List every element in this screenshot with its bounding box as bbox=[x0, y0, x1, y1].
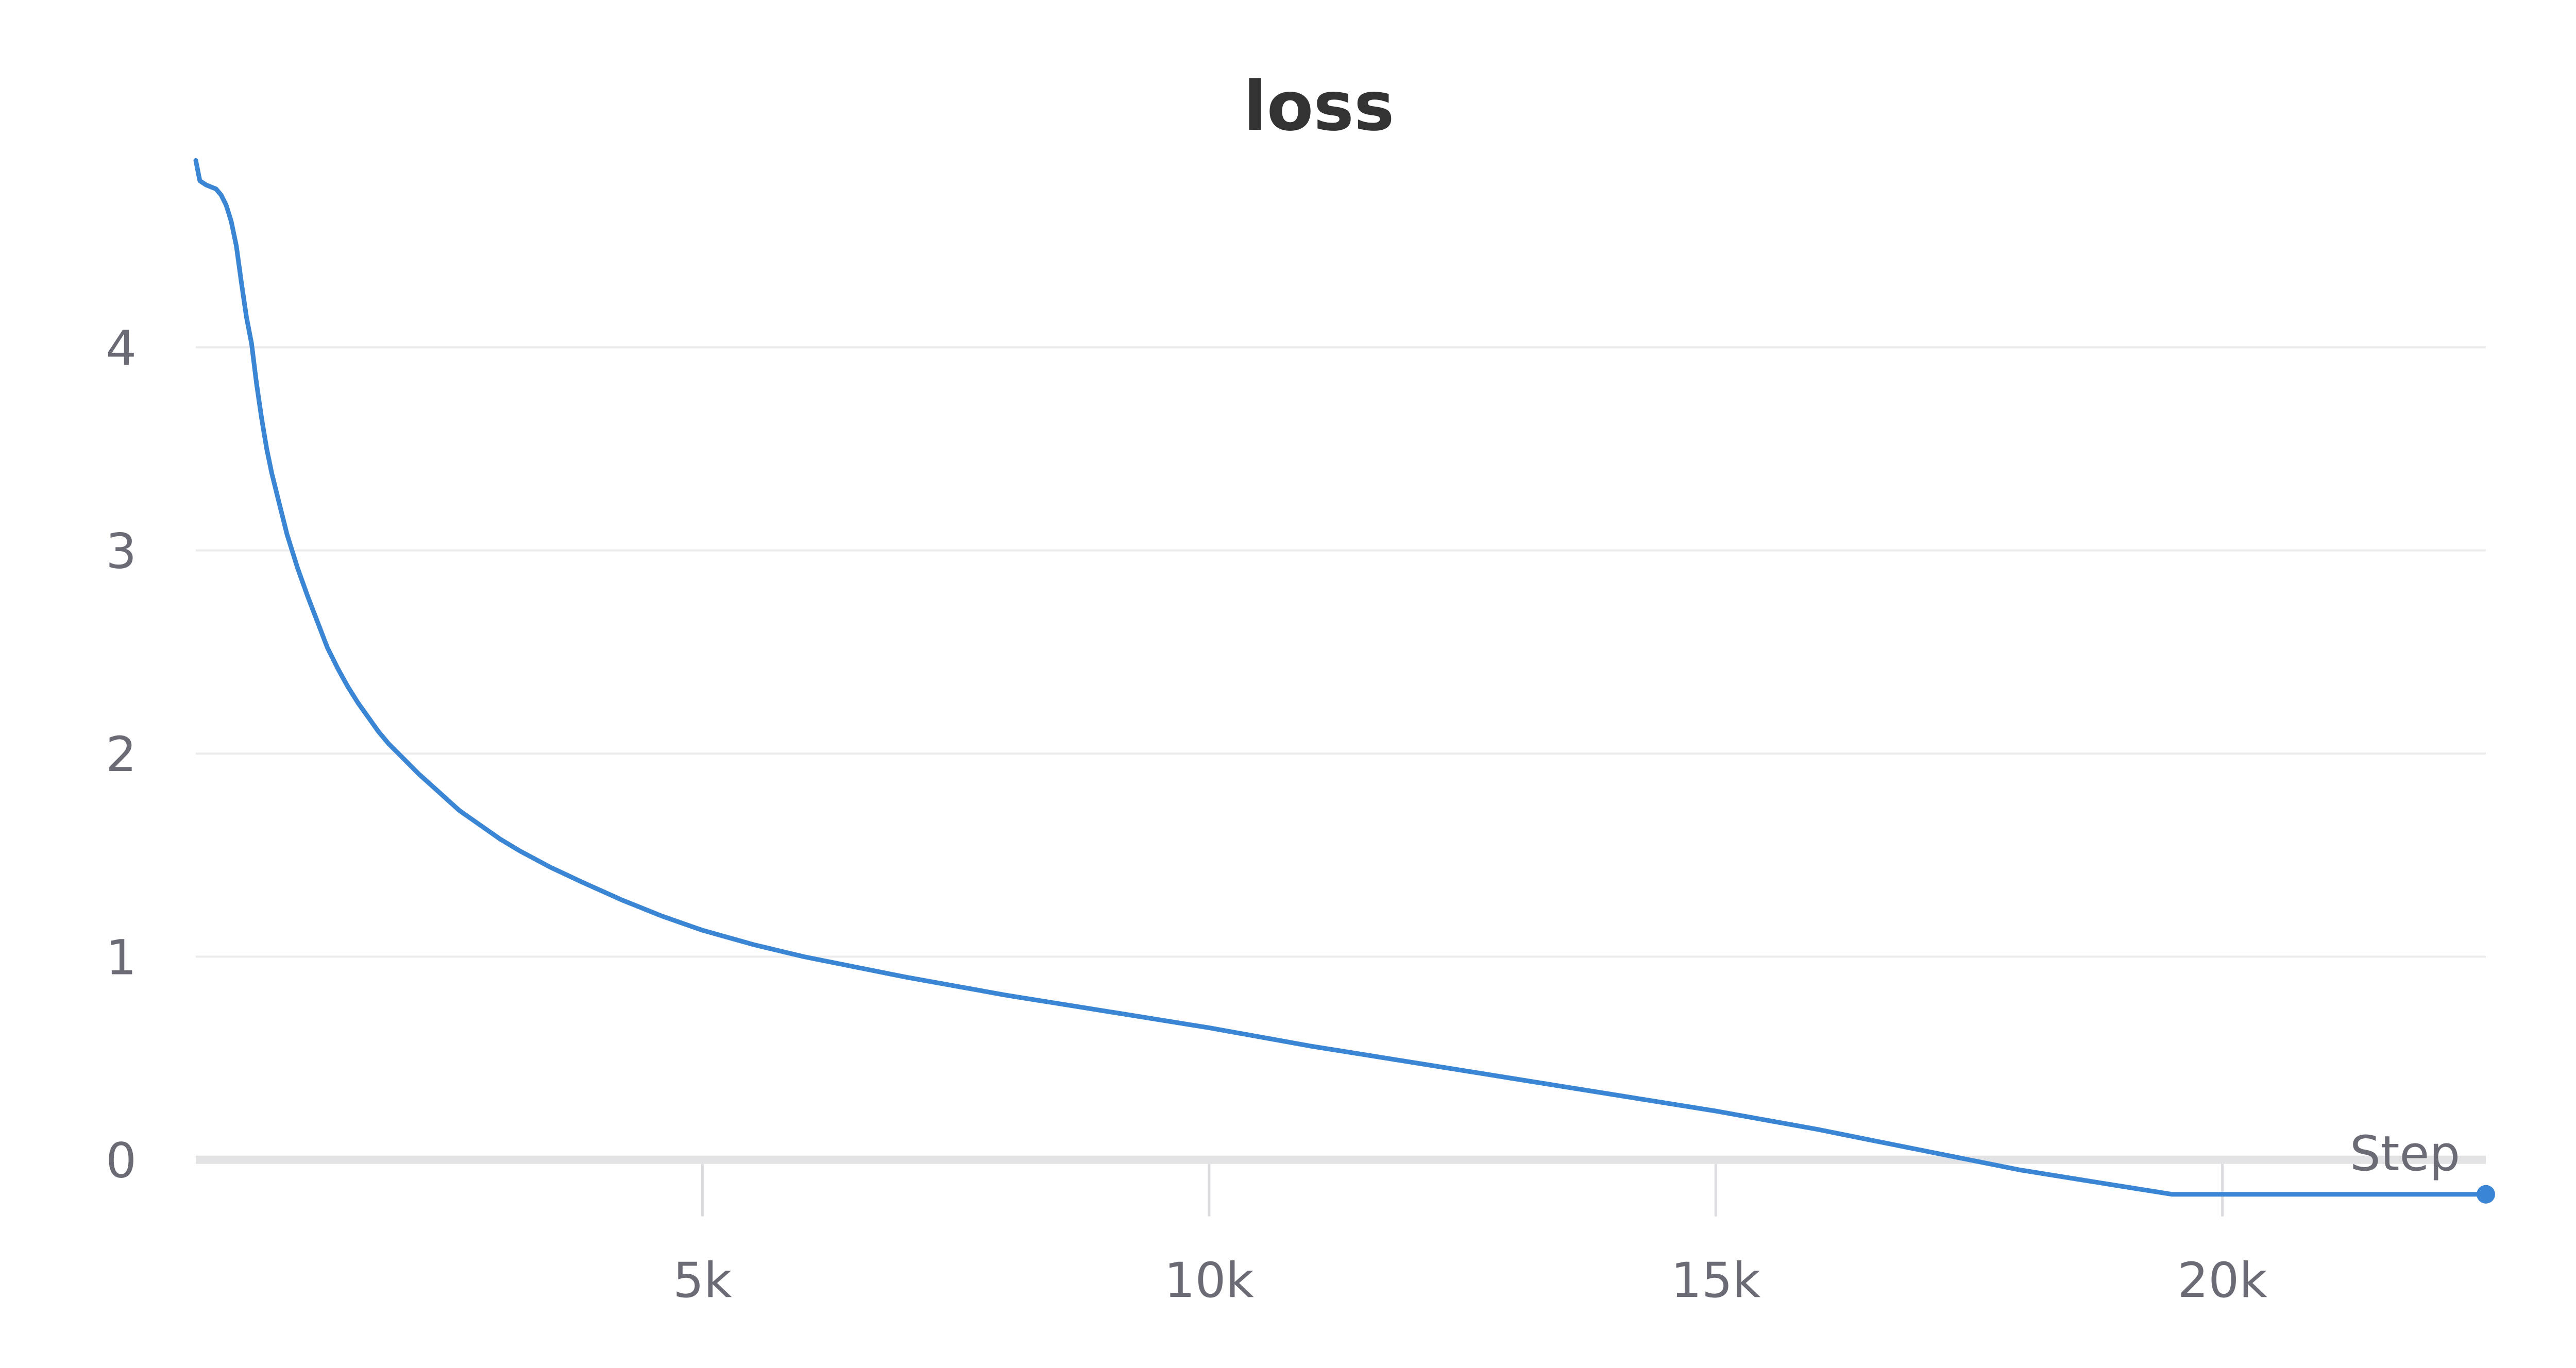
y-tick-label: 1 bbox=[106, 930, 137, 986]
x-tick-label: 5k bbox=[673, 1253, 732, 1309]
x-tick-label: 20k bbox=[2178, 1253, 2268, 1309]
x-tick-label: 15k bbox=[1671, 1253, 1761, 1309]
y-tick-label: 4 bbox=[106, 320, 137, 377]
x-tick-label: 10k bbox=[1164, 1253, 1255, 1309]
y-tick-label: 3 bbox=[106, 524, 137, 580]
gridlines bbox=[196, 346, 2486, 1164]
series-layer bbox=[193, 158, 2495, 1204]
loss-series-line bbox=[193, 158, 2488, 1197]
x-axis-label: Step bbox=[2350, 1126, 2460, 1182]
y-tick-label: 2 bbox=[106, 727, 137, 783]
axes: 0 1 2 3 4 5k 10k 15k 20k bbox=[106, 320, 2267, 1309]
series-end-point[interactable] bbox=[2477, 1185, 2495, 1204]
chart-title: loss bbox=[1243, 67, 1394, 146]
y-tick-label: 0 bbox=[106, 1133, 137, 1189]
